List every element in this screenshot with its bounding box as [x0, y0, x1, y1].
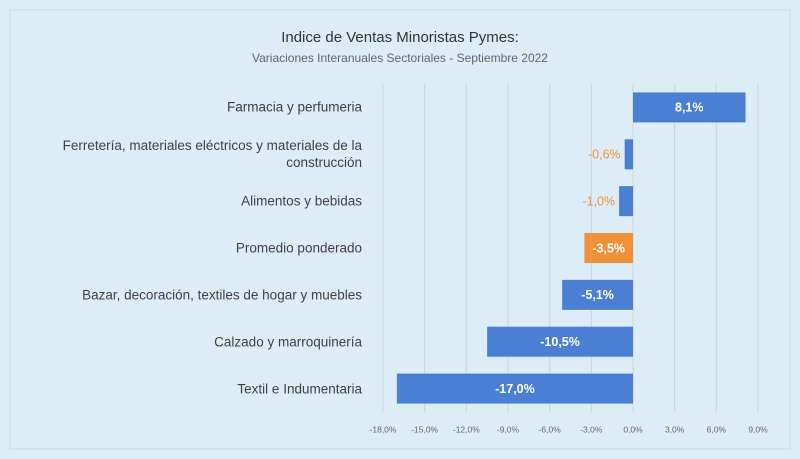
x-tick-label: 6,0% — [707, 424, 727, 434]
x-tick-label: 9,0% — [748, 424, 768, 434]
x-tick-label: -9,0% — [497, 424, 520, 434]
value-label: -10,5% — [540, 335, 580, 349]
value-label: -5,1% — [581, 288, 614, 302]
category-label: Textil e Indumentaria — [237, 381, 362, 397]
bar — [487, 326, 633, 357]
x-tick-label: -3,0% — [580, 424, 603, 434]
x-tick-label: 0,0% — [623, 424, 643, 434]
bar — [562, 279, 633, 310]
x-tick-label: -18,0% — [370, 424, 397, 434]
frame — [9, 9, 791, 450]
category-label: Promedio ponderado — [235, 240, 362, 256]
x-tick-label: -6,0% — [539, 424, 562, 434]
value-label: 8,1% — [675, 101, 704, 115]
bar — [584, 233, 633, 263]
category-label: Alimentos y bebidas — [241, 193, 362, 209]
chart-title: Indice de Ventas Minoristas Pymes: — [281, 29, 519, 46]
value-label: -1,0% — [582, 194, 615, 208]
value-label: -17,0% — [495, 382, 535, 396]
category-label: Bazar, decoración, textiles de hogar y m… — [82, 287, 362, 303]
bar — [633, 92, 746, 123]
bar — [619, 186, 633, 217]
value-label: -0,6% — [588, 148, 621, 162]
bar — [396, 373, 633, 404]
chart-subtitle: Variaciones Interanuales Sectoriales - S… — [252, 51, 548, 65]
category-label: Ferretería, materiales eléctricos y mate… — [62, 138, 362, 171]
x-tick-label: -12,0% — [453, 424, 480, 434]
category-label: Farmacia y perfumeria — [226, 99, 362, 115]
category-label: Calzado y marroquinería — [214, 334, 362, 350]
x-tick-label: -15,0% — [411, 424, 438, 434]
bar — [624, 139, 633, 170]
value-label: -3,5% — [592, 241, 625, 255]
x-tick-label: 3,0% — [665, 424, 685, 434]
